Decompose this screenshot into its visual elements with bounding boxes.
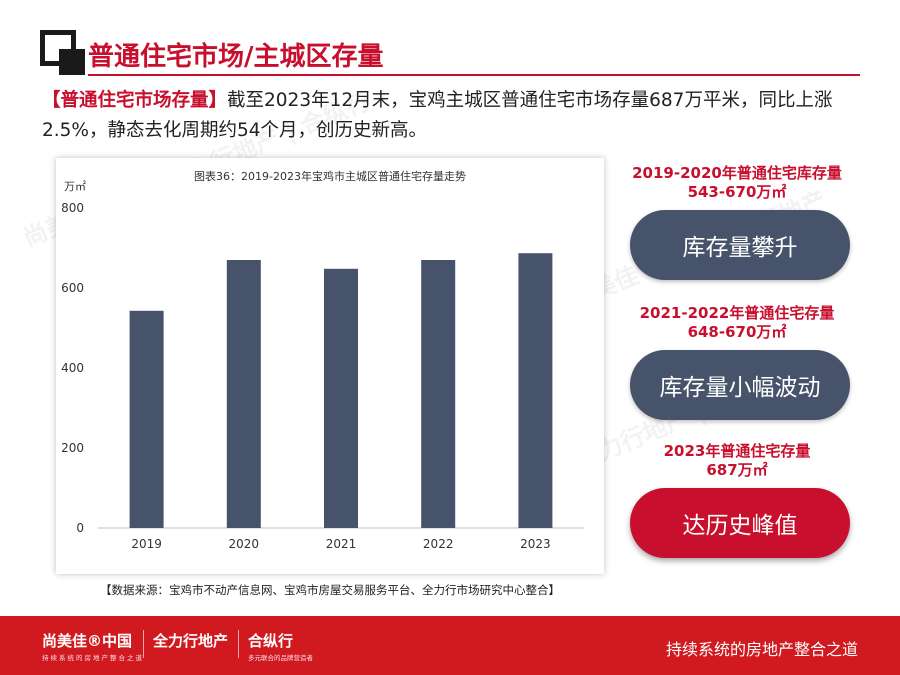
footer-brand-shangmeijia-sub: 持续系统的房地产整合之道 — [42, 654, 144, 662]
sidebar-pill-3: 达历史峰值 — [630, 488, 850, 558]
intro-paragraph: 【普通住宅市场存量】截至2023年12月末，宝鸡主城区普通住宅市场存量687万平… — [42, 86, 872, 146]
x-tick-label: 2019 — [131, 537, 162, 551]
x-tick-label: 2020 — [229, 537, 260, 551]
footer-slogan: 持续系统的房地产整合之道 — [665, 640, 858, 659]
sidebar-heading-3-line1: 2023年普通住宅存量 — [663, 442, 811, 460]
x-tick-label: 2021 — [326, 537, 357, 551]
title-logo-mark — [40, 30, 85, 75]
footer-divider — [143, 630, 144, 658]
footer-brand-hezongxing-sub: 多元联合的品牌营造者 — [248, 654, 313, 662]
page-title: 普通住宅市场/主城区存量 — [88, 42, 384, 72]
y-axis-unit-label: 万㎡ — [64, 180, 86, 193]
chart-panel: 图表36：2019-2023年宝鸡市主城区普通住宅存量走势万㎡ 0 200 400 60… — [56, 158, 604, 574]
sidebar-heading-1-line1: 2019-2020年普通住宅库存量 — [632, 164, 842, 182]
footer-brand-quanlixing: 全力行地产 — [153, 632, 229, 650]
sidebar-pill-1: 库存量攀升 — [630, 210, 850, 280]
y-tick-label: 200 — [61, 441, 84, 455]
chart-title: 图表36：2019-2023年宝鸡市主城区普通住宅存量走势 — [194, 169, 466, 183]
data-source-note: 【数据来源：宝鸡市不动产信息网、宝鸡市房屋交易服务平台、全力行市场研究中心整合】 — [100, 583, 560, 597]
footer-brand-hezongxing: 合纵行 — [248, 632, 294, 650]
y-tick-label: 600 — [61, 281, 84, 295]
sidebar-heading-1: 2019-2020年普通住宅库存量 543-670万㎡ — [612, 164, 862, 202]
intro-text: 截至2023年12月末，宝鸡主城区普通住宅市场存量687万平米，同比上涨2.5%… — [42, 90, 833, 141]
sidebar-heading-2: 2021-2022年普通住宅存量 648-670万㎡ — [612, 304, 862, 342]
sidebar-heading-3: 2023年普通住宅存量 687万㎡ — [612, 442, 862, 480]
sidebar-heading-1-line2: 543-670万㎡ — [687, 183, 787, 201]
bar-2019 — [129, 310, 164, 528]
sidebar-pill-2: 库存量小幅波动 — [630, 350, 850, 420]
footer-bar: 尚美佳®中国 持续系统的房地产整合之道 全力行地产 合纵行 多元联合的品牌营造者… — [0, 616, 900, 675]
bar-2022 — [421, 260, 456, 528]
x-tick-label: 2023 — [520, 537, 551, 551]
bar-2020 — [226, 260, 261, 528]
footer-brand-shangmeijia: 尚美佳®中国 — [42, 632, 133, 650]
sidebar-heading-2-line2: 648-670万㎡ — [687, 323, 787, 341]
y-tick-label: 0 — [76, 521, 84, 535]
title-underline — [88, 74, 860, 76]
sidebar-heading-3-line2: 687万㎡ — [706, 461, 768, 479]
bar-2021 — [324, 268, 358, 528]
footer-divider — [238, 630, 239, 658]
bar-2023 — [518, 253, 553, 528]
x-tick-label: 2022 — [423, 537, 454, 551]
intro-tag: 【普通住宅市场存量】 — [42, 90, 228, 111]
sidebar-heading-2-line1: 2021-2022年普通住宅存量 — [639, 304, 835, 322]
y-tick-label: 800 — [61, 201, 84, 215]
y-tick-label: 400 — [61, 361, 84, 375]
